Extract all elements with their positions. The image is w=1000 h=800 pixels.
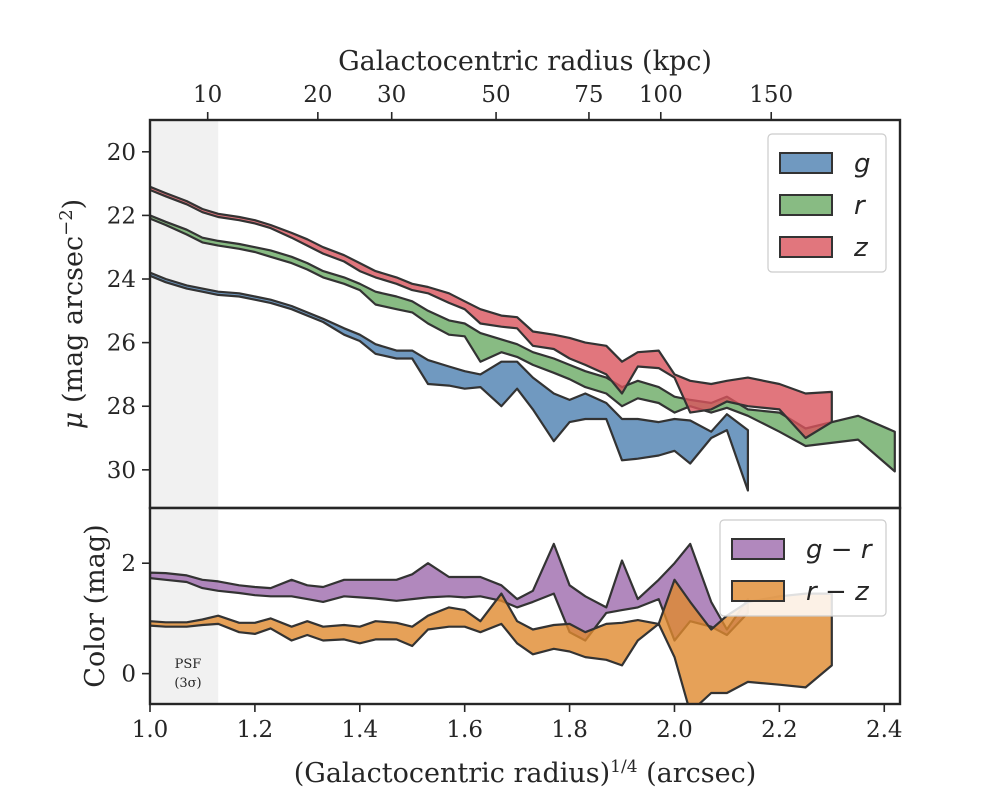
ylabel-close: ) xyxy=(58,199,89,210)
bottom-x-tick-label-4: 1.8 xyxy=(551,717,588,743)
top-x-tick-label-1: 20 xyxy=(303,82,332,108)
surface-brightness-band-0 xyxy=(150,271,749,492)
top-legend-swatch-1 xyxy=(779,194,833,216)
top-x-tick-label-0: 10 xyxy=(193,82,222,108)
top-axis-label: Galactocentric radius (kpc) xyxy=(338,46,712,77)
bottom-x-tick-label-5: 2.0 xyxy=(656,717,693,743)
psf-annotation-line1: PSF xyxy=(175,657,202,672)
bottom-legend-swatch-0 xyxy=(731,538,785,560)
bottom-x-tick-label-1: 1.2 xyxy=(237,717,274,743)
bottom-y-axis-label: Color (mag) xyxy=(80,524,111,687)
bottom-plot-frame xyxy=(148,506,902,706)
top-y-tick-label-1: 22 xyxy=(107,203,136,229)
top-y-tick-label-0: 20 xyxy=(107,140,136,166)
top-y-tick-label-5: 30 xyxy=(107,458,136,484)
top-legend-label-1: r xyxy=(854,191,867,221)
color-band-1 xyxy=(150,578,833,704)
top-legend: grz xyxy=(767,133,887,273)
top-x-tick-label-6: 150 xyxy=(749,82,793,108)
bottom-x-tick-label-6: 2.2 xyxy=(761,717,798,743)
top-legend-label-2: z xyxy=(853,233,869,263)
color-panel: 02 1.0 1.2 1.4 1.6 1.8 2.0 2.2 2.4 (Galactocent… xyxy=(80,506,903,789)
surface-brightness-bands xyxy=(150,185,896,492)
bottom-legend-swatch-1 xyxy=(731,580,785,602)
top-y-tick-label-3: 26 xyxy=(107,331,136,357)
bottom-legend-label-1: r − z xyxy=(806,577,870,607)
psf-shaded-region-bottom xyxy=(150,508,219,704)
xlabel-units: (arcsec) xyxy=(638,758,757,789)
bottom-x-ticks: 1.0 1.2 1.4 1.6 1.8 2.0 2.2 2.4 xyxy=(132,704,903,743)
bottom-y-ticks: 02 xyxy=(121,551,150,688)
mu-symbol: μ xyxy=(58,412,89,430)
top-y-tick-label-4: 28 xyxy=(107,394,136,420)
top-legend-swatch-0 xyxy=(779,152,833,174)
bottom-x-axis-label: (Galactocentric radius)1/4 (arcsec) xyxy=(294,757,757,789)
ylabel-main: (mag arcsec xyxy=(58,236,89,412)
top-x-tick-label-4: 75 xyxy=(574,82,603,108)
xlabel-main: (Galactocentric radius) xyxy=(294,758,610,789)
top-x-ticks: 10 20 30 50 75 100 150 xyxy=(193,82,793,120)
top-x-tick-label-3: 50 xyxy=(481,82,510,108)
bottom-x-tick-label-7: 2.4 xyxy=(866,717,903,743)
surface-brightness-panel: 20 22 24 26 28 30 10 20 30 50 75 100 150 Galactocen… xyxy=(56,46,902,510)
bottom-x-tick-label-3: 1.6 xyxy=(446,717,483,743)
surface-brightness-band-2 xyxy=(150,185,833,440)
top-legend-label-0: g xyxy=(854,149,871,179)
bottom-y-tick-label-1: 2 xyxy=(121,551,136,577)
xlabel-exponent: 1/4 xyxy=(610,757,637,777)
psf-shaded-region-top xyxy=(150,120,219,508)
bottom-y-tick-label-0: 0 xyxy=(121,662,136,688)
bottom-x-tick-label-0: 1.0 xyxy=(132,717,169,743)
ylabel-exponent: −2 xyxy=(56,209,77,236)
top-x-tick-label-2: 30 xyxy=(377,82,406,108)
top-y-axis-label: μ (mag arcsec−2) xyxy=(56,199,90,429)
top-legend-swatch-2 xyxy=(779,236,833,258)
top-y-tick-label-2: 24 xyxy=(107,267,136,293)
top-y-ticks: 20 22 24 26 28 30 xyxy=(107,140,150,484)
psf-annotation-line2: (3σ) xyxy=(174,676,201,691)
bottom-legend-label-0: g − r xyxy=(806,535,874,565)
top-x-tick-label-5: 100 xyxy=(639,82,683,108)
bottom-legend: g − r r − z xyxy=(719,519,887,617)
bottom-x-tick-label-2: 1.4 xyxy=(342,717,379,743)
